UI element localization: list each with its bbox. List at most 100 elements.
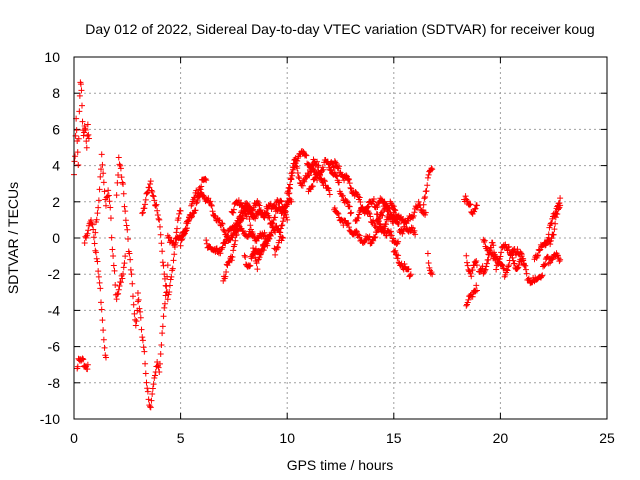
- y-tick-label: 0: [52, 230, 60, 246]
- data-point: [555, 205, 562, 212]
- data-point: [104, 193, 111, 200]
- data-point: [467, 201, 474, 208]
- data-point: [390, 203, 397, 210]
- data-point: [370, 198, 377, 205]
- data-point: [137, 314, 144, 321]
- data-point: [147, 403, 154, 410]
- data-point: [390, 235, 397, 242]
- data-point: [472, 259, 479, 266]
- data-point: [211, 212, 218, 219]
- data-point: [135, 296, 142, 303]
- data-point: [356, 232, 363, 239]
- data-point: [181, 228, 188, 235]
- data-point: [392, 247, 399, 254]
- data-point: [238, 199, 245, 206]
- data-point: [203, 237, 210, 244]
- data-point: [94, 258, 101, 265]
- data-point: [357, 199, 364, 206]
- data-point: [288, 176, 295, 183]
- data-point: [117, 165, 124, 172]
- data-point: [407, 272, 414, 279]
- data-point: [429, 271, 436, 278]
- data-point: [547, 241, 554, 248]
- data-point: [172, 239, 179, 246]
- data-point: [106, 198, 113, 205]
- data-point: [279, 204, 286, 211]
- data-point: [122, 217, 129, 224]
- data-point: [122, 208, 129, 215]
- data-point: [107, 204, 114, 211]
- data-point: [139, 337, 146, 344]
- data-point: [469, 293, 476, 300]
- data-point: [100, 327, 107, 334]
- data-point: [88, 220, 95, 227]
- data-point: [552, 220, 559, 227]
- data-point: [159, 259, 166, 266]
- data-point: [148, 397, 155, 404]
- data-point: [213, 245, 220, 252]
- data-point: [505, 263, 512, 270]
- data-point: [279, 222, 286, 229]
- data-point: [84, 361, 91, 368]
- data-point: [95, 197, 102, 204]
- data-point: [127, 256, 134, 263]
- data-point: [256, 202, 263, 209]
- data-point: [464, 299, 471, 306]
- data-point: [301, 178, 308, 185]
- data-point: [112, 282, 119, 289]
- data-point: [99, 317, 106, 324]
- data-point: [250, 214, 257, 221]
- data-point: [481, 237, 488, 244]
- data-point: [272, 214, 279, 221]
- data-point: [394, 240, 401, 247]
- data-point: [136, 305, 143, 312]
- data-point: [379, 212, 386, 219]
- data-point: [408, 224, 415, 231]
- data-point: [548, 235, 555, 242]
- data-point: [316, 172, 323, 179]
- data-point: [272, 251, 279, 258]
- data-point: [80, 132, 87, 139]
- data-point: [163, 283, 170, 290]
- data-point: [115, 286, 122, 293]
- data-point: [326, 187, 333, 194]
- data-point: [401, 261, 408, 268]
- data-point: [162, 292, 169, 299]
- data-point: [94, 210, 101, 217]
- data-point: [277, 197, 284, 204]
- data-point: [315, 162, 322, 169]
- data-point: [420, 201, 427, 208]
- data-point: [279, 234, 286, 241]
- data-point: [308, 165, 315, 172]
- data-point: [229, 254, 236, 261]
- data-point: [95, 204, 102, 211]
- data-point: [242, 210, 249, 217]
- data-point: [225, 259, 232, 266]
- data-point: [74, 363, 81, 370]
- data-point: [372, 234, 379, 241]
- data-point: [207, 198, 214, 205]
- data-point: [428, 165, 435, 172]
- data-point: [284, 201, 291, 208]
- data-point: [282, 208, 289, 215]
- data-point: [550, 231, 557, 238]
- data-point: [370, 237, 377, 244]
- data-point: [102, 202, 109, 209]
- data-point: [219, 220, 226, 227]
- data-point: [424, 182, 431, 189]
- data-point: [509, 254, 516, 261]
- series-arc-1-2: [92, 151, 129, 303]
- data-point: [547, 259, 554, 266]
- data-point: [338, 216, 345, 223]
- data-point: [230, 247, 237, 254]
- data-point: [392, 207, 399, 214]
- data-point: [464, 262, 471, 269]
- data-point: [139, 209, 146, 216]
- data-point: [221, 239, 228, 246]
- series-seg-16-17: [420, 165, 436, 208]
- data-point: [83, 144, 90, 151]
- data-point: [391, 248, 398, 255]
- x-tick-label: 0: [70, 430, 78, 446]
- data-point: [395, 238, 402, 245]
- data-point: [346, 176, 353, 183]
